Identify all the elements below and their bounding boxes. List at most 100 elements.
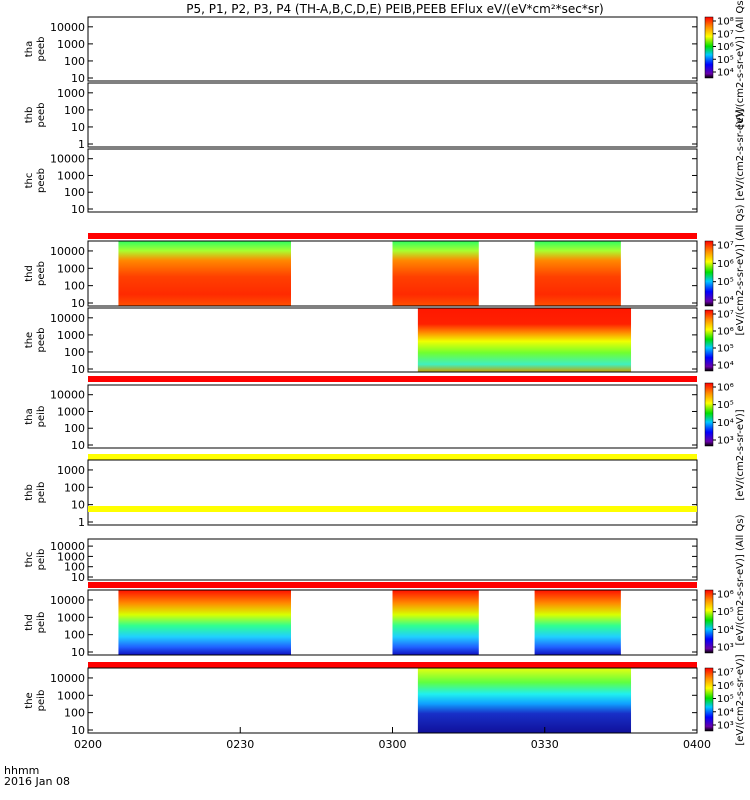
- y-tick-label: 100: [64, 186, 85, 199]
- x-tick-label: 0200: [74, 738, 102, 751]
- colorbar-tick-label: 10⁶: [717, 42, 734, 53]
- x-axis-label-hhmm: hhmm: [4, 764, 39, 777]
- colorbar-units-label-peeb-a-b: [eV/(cm2-s-sr-eV)]: [735, 109, 746, 200]
- y-axis-label-product: peib: [36, 612, 47, 634]
- colorbar-gradient: [704, 16, 714, 79]
- y-tick-label: 1000: [57, 262, 85, 275]
- y-tick-label: 10: [71, 646, 85, 659]
- fill-band-thb-peib: [88, 506, 697, 512]
- colorbar-tick-label: 10⁸: [717, 17, 734, 28]
- y-axis-label-probe: tha: [24, 41, 35, 57]
- y-tick-label: 100: [64, 104, 85, 117]
- colorbar-tick-label: 10⁷: [717, 310, 734, 321]
- y-axis-label-product: peib: [36, 690, 47, 712]
- y-tick-label: 1000: [57, 38, 85, 51]
- colorbar-tick-label: 10⁶: [717, 681, 734, 692]
- x-tick-label: 0330: [531, 738, 559, 751]
- panel-frame-thb-peeb: [87, 82, 698, 148]
- data-block-the-peib-0: [417, 668, 632, 733]
- colorbar-tick-label: 10⁶: [717, 590, 734, 601]
- colorbar-gradient: [704, 382, 714, 447]
- y-axis-label-product: peeb: [36, 261, 47, 286]
- x-tick-label: 0300: [379, 738, 407, 751]
- colorbar-tick-label: 10⁵: [717, 400, 734, 411]
- y-tick-label: 10: [71, 203, 85, 216]
- fill-band-thc-peib: [88, 582, 697, 588]
- panel-tha-peeb: 10 100 1000 10000 tha peeb: [24, 16, 698, 85]
- colorbar-tick-label: 10⁶: [717, 327, 734, 338]
- y-tick-label: 1000: [57, 550, 85, 563]
- colorbar-tick-label: 10⁴: [717, 68, 734, 79]
- panel-thd-peeb: 10 100 1000 10000 thd peeb: [24, 240, 698, 310]
- colorbar-tick-label: 10⁵: [717, 607, 734, 618]
- panel-frame-the-peeb: [87, 307, 698, 373]
- colorbar-4: 10³ 10⁴ 10⁵ 10⁶: [704, 590, 734, 654]
- y-axis-label-product: peeb: [36, 328, 47, 353]
- y-axis-label-probe: thd: [24, 614, 35, 631]
- panel-thb-peeb: 1 10 100 1000 thb peeb: [24, 82, 698, 151]
- colorbar-group: 10⁴10⁵10⁶10⁷10⁸10⁴10⁵10⁶10⁷10⁴10⁵10⁶10⁷1…: [704, 16, 734, 732]
- fill-band-the-peeb: [88, 376, 697, 382]
- colorbar-tick-label: 10⁷: [717, 29, 734, 40]
- colorbar-gradient: [704, 309, 714, 372]
- y-axis-label-product: peeb: [36, 103, 47, 128]
- y-tick-label: 1000: [57, 689, 85, 702]
- colorbar-units-label-peib-a-b: [eV/(cm2-s-sr-eV)]: [735, 409, 746, 500]
- y-tick-label: 1000: [57, 611, 85, 624]
- colorbar-units-label-peib-e: [eV/(cm2-s-sr-eV)]: [735, 654, 746, 745]
- colorbar-tick-label: 10⁵: [717, 277, 734, 288]
- panel-tha-peib: 10 100 1000 10000 tha peib: [24, 384, 698, 452]
- y-tick-label: 1000: [57, 464, 85, 477]
- y-axis-label-probe: the: [24, 692, 35, 708]
- y-tick-label: 10000: [50, 594, 85, 607]
- y-tick-label: 1000: [57, 87, 85, 100]
- y-axis-label-probe: thb: [24, 484, 35, 501]
- data-block-the-peeb-0: [417, 308, 632, 372]
- y-tick-label: 100: [64, 561, 85, 574]
- colorbar-tick-label: 10⁷: [717, 668, 734, 679]
- y-axis-label-product: peib: [36, 406, 47, 428]
- x-axis-ticks: 0200 0230 0300 0330 0400: [74, 727, 711, 751]
- y-axis-label-product: peeb: [36, 168, 47, 193]
- colorbar-gradient: [704, 240, 714, 307]
- y-tick-label: 100: [64, 707, 85, 720]
- y-tick-label: 1000: [57, 329, 85, 342]
- data-block-thd-peib-0: [118, 590, 291, 655]
- y-axis-label-product: peib: [36, 549, 47, 571]
- y-axis-label-probe: thb: [24, 107, 35, 124]
- x-axis-label-date: 2016 Jan 08: [4, 775, 70, 788]
- y-axis-label-probe: thc: [24, 173, 35, 189]
- y-tick-label: 100: [64, 55, 85, 68]
- colorbar-tick-label: 10³: [717, 721, 734, 732]
- y-tick-label: 10000: [50, 389, 85, 402]
- x-axis: hhmm 2016 Jan 08 0200 0230 0300 0330 0400: [4, 727, 711, 788]
- y-axis-label-product: peeb: [36, 37, 47, 62]
- data-block-thd-peeb-2: [534, 241, 621, 306]
- y-tick-label: 10: [71, 72, 85, 85]
- panel-frame-thc-peib: [87, 538, 698, 581]
- y-axis-label-product: peib: [36, 482, 47, 504]
- panel-frame-thd-peeb: [87, 240, 698, 307]
- colorbar-units-label-peeb-c-d: [eV/(cm2-s-sr-eV)] (All Qs): [735, 204, 746, 335]
- colorbar-units-label-upper: [eV/(cm2-s-sr-eV)] (All Qs): [735, 0, 746, 127]
- y-tick-label: 10000: [50, 21, 85, 34]
- y-tick-label: 10000: [50, 540, 85, 553]
- y-tick-label: 10: [71, 499, 85, 512]
- colorbar-gradient: [704, 667, 714, 732]
- colorbar-5: 10³ 10⁴ 10⁵ 10⁶ 10⁷: [704, 667, 734, 732]
- y-axis-label-probe: thc: [24, 552, 35, 568]
- y-tick-label: 10: [71, 363, 85, 376]
- colorbar-3: 10³ 10⁴ 10⁵ 10⁶: [704, 382, 734, 447]
- colorbar-tick-label: 10⁵: [717, 694, 734, 705]
- data-block-thd-peib-2: [534, 590, 621, 655]
- panel-the-peib: 10 100 1000 10000 the peib: [24, 667, 698, 737]
- y-tick-label: 10000: [50, 312, 85, 325]
- y-tick-label: 1000: [57, 169, 85, 182]
- panel-thd-peib: 10 100 1000 10000 thd peib: [24, 589, 698, 659]
- panel-frame-tha-peeb: [87, 16, 698, 82]
- colorbar-tick-label: 10⁶: [717, 259, 734, 270]
- colorbar-tick-label: 10⁴: [717, 625, 734, 636]
- y-tick-label: 10: [71, 439, 85, 452]
